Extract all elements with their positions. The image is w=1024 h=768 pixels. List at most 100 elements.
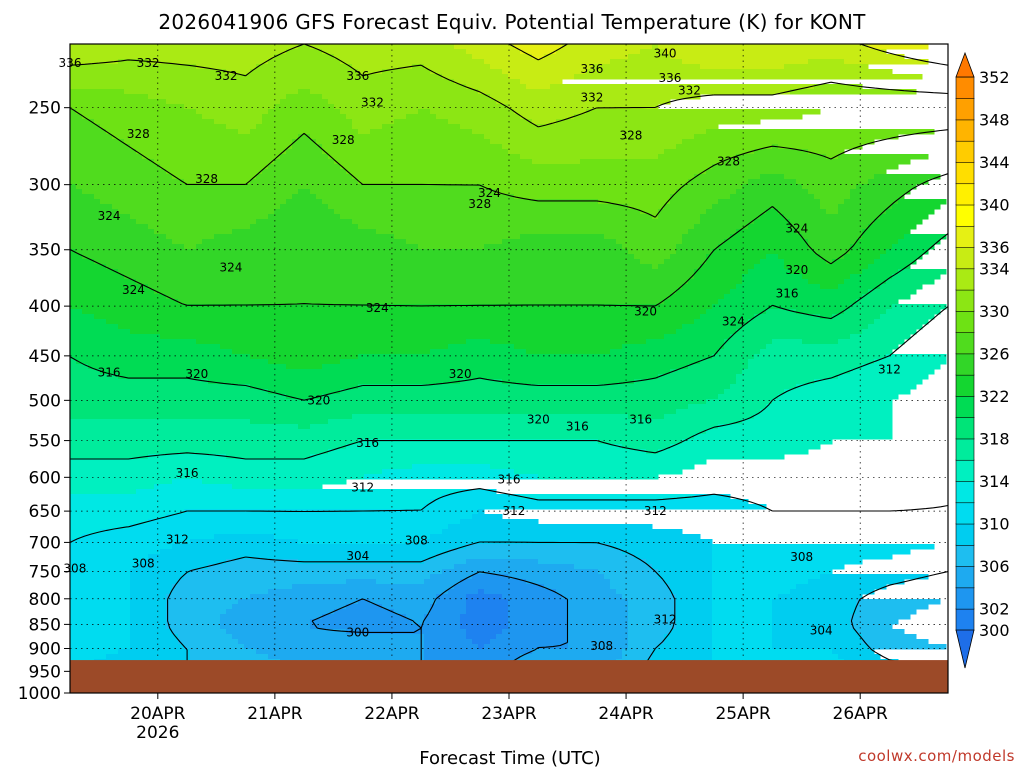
colorbar-box [955, 523, 975, 546]
contour-label: 324 [478, 186, 501, 200]
contour-label: 328 [127, 127, 150, 141]
contour-label: 320 [307, 393, 330, 407]
colorbar-bottom-arrow [955, 629, 975, 669]
colorbar-label: 344 [979, 153, 1010, 172]
x-axis-title: Forecast Time (UTC) [419, 748, 600, 768]
x-tick-label: 21APR [247, 704, 303, 724]
y-tick-label: 650 [29, 502, 61, 522]
chart-title: 2026041906 GFS Forecast Equiv. Potential… [158, 10, 866, 34]
contour-label: 316 [356, 436, 379, 450]
y-tick-label: 1000 [18, 684, 61, 704]
contour-label: 328 [717, 155, 740, 169]
x-tick-label: 24APR [598, 704, 654, 724]
contour-label: 332 [361, 96, 384, 110]
y-tick-label: 850 [29, 615, 61, 635]
colorbar-label: 310 [979, 515, 1010, 534]
contour-label: 312 [878, 363, 901, 377]
x-tick-label: 20APR [130, 704, 186, 724]
contour-label: 336 [346, 69, 369, 83]
colorbar-label: 336 [979, 238, 1010, 257]
colorbar-box [955, 310, 975, 333]
contour-label: 300 [346, 626, 369, 640]
colorbar-label: 318 [979, 430, 1010, 449]
contour-label: 308 [790, 550, 813, 564]
x-tick-sublabel: 2026 [136, 723, 179, 743]
contour-332 [70, 44, 948, 128]
contour-label: 312 [351, 481, 374, 495]
colorbar-label: 352 [979, 68, 1010, 87]
colorbar-box [955, 459, 975, 482]
contour-label: 324 [98, 209, 121, 223]
colorbar-box [955, 76, 975, 99]
y-tick-label: 450 [29, 347, 61, 367]
y-tick-label: 350 [29, 241, 61, 261]
colorbar-box [955, 246, 975, 270]
colorbar: 300 302 306 310 314 318 322 326 330 334 336 340 344 3… [955, 51, 1010, 669]
y-axis: 250 300 350 400 450 500 550 600 650 700 750 800 850 9… [18, 99, 70, 704]
colorbar-label: 330 [979, 302, 1010, 321]
contour-label: 304 [346, 549, 369, 563]
y-tick-label: 750 [29, 563, 61, 583]
colorbar-label: 334 [979, 259, 1010, 278]
colorbar-box [955, 417, 975, 440]
colorbar-label: 348 [979, 111, 1010, 130]
contour-label: 324 [366, 301, 389, 315]
colorbar-label: 322 [979, 387, 1010, 406]
contour-336 [508, 44, 948, 66]
colorbar-box [955, 268, 975, 291]
colorbar-box [955, 140, 975, 163]
contour-label: 308 [405, 534, 428, 548]
colorbar-box [955, 353, 975, 376]
contour-label: 328 [619, 128, 642, 142]
contour-label: 312 [166, 532, 189, 546]
y-tick-label: 900 [29, 640, 61, 660]
colorbar-label: 314 [979, 472, 1010, 491]
y-tick-label: 500 [29, 391, 61, 411]
colorbar-box [955, 544, 975, 567]
contour-label: 316 [176, 466, 199, 480]
colorbar-box [955, 502, 975, 525]
contour-label: 312 [654, 612, 677, 626]
contour-label: 316 [776, 286, 799, 300]
y-tick-label: 300 [29, 176, 61, 196]
contour-label: 316 [498, 472, 521, 486]
colorbar-box [955, 289, 975, 312]
y-tick-label: 800 [29, 590, 61, 610]
colorbar-top-arrow [955, 51, 975, 78]
colorbar-box [955, 480, 975, 504]
colorbar-box [955, 161, 975, 185]
x-tick-label: 25APR [715, 704, 771, 724]
colorbar-label: 300 [979, 621, 1010, 640]
contour-label: 324 [722, 315, 745, 329]
contour-label: 328 [332, 133, 355, 147]
x-tick-label: 26APR [833, 704, 889, 724]
contour-label: 324 [122, 283, 145, 297]
contour-label: 320 [185, 367, 208, 381]
contour-label: 320 [785, 263, 808, 277]
y-tick-label: 600 [29, 468, 61, 488]
contour-label: 332 [580, 90, 603, 104]
y-tick-label: 250 [29, 99, 61, 119]
contour-label: 336 [580, 62, 603, 76]
contour-label: 340 [654, 47, 677, 61]
grid-lines [70, 44, 948, 694]
colorbar-box [955, 183, 975, 206]
colorbar-box [955, 374, 975, 397]
contour-label: 320 [449, 367, 472, 381]
colorbar-label: 302 [979, 600, 1010, 619]
y-tick-label: 550 [29, 432, 61, 452]
contour-320 [70, 233, 948, 401]
y-tick-label: 700 [29, 533, 61, 553]
contour-328 [70, 107, 948, 218]
y-tick-label: 400 [29, 297, 61, 317]
contour-label: 312 [502, 504, 525, 518]
contour-label: 320 [527, 412, 550, 426]
contour-label: 304 [810, 623, 833, 637]
x-tick-label: 23APR [481, 704, 537, 724]
colorbar-box [955, 587, 975, 610]
colorbar-label: 340 [979, 196, 1010, 215]
contour-label: 324 [220, 260, 243, 274]
contour-label: 320 [634, 304, 657, 318]
